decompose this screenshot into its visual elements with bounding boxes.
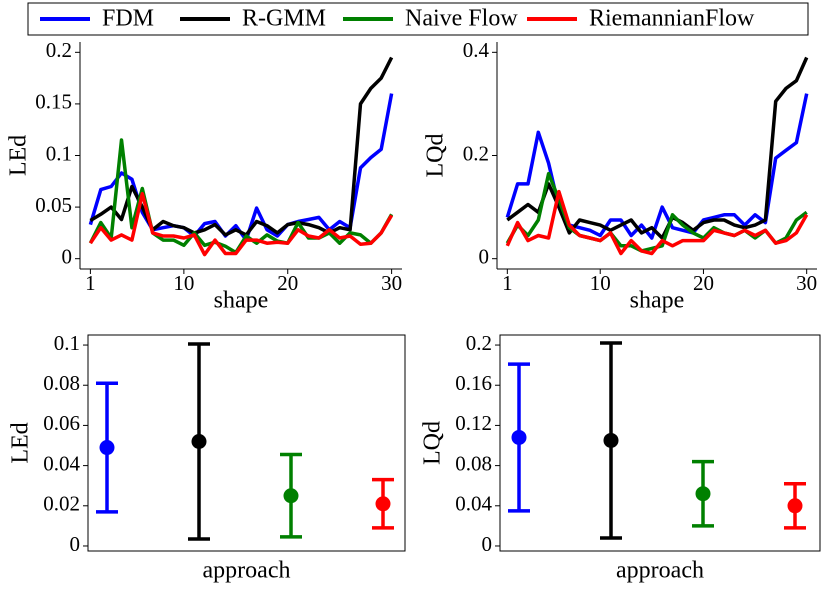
x-axis-label: approach xyxy=(616,558,704,584)
y-tick-label: 0.08 xyxy=(43,371,80,395)
y-axis-label: LEd xyxy=(8,422,34,463)
y-tick-label: 0.1 xyxy=(54,331,80,355)
mean-point xyxy=(283,488,299,504)
y-axis-label: LEd xyxy=(6,135,32,176)
y-tick-label: 0.2 xyxy=(46,38,72,62)
series-line xyxy=(505,189,809,256)
plot-frame xyxy=(499,334,821,552)
y-tick-label: 0.16 xyxy=(455,371,492,395)
mean-point xyxy=(787,498,803,514)
mean-point xyxy=(511,429,527,445)
x-axis-label: shape xyxy=(630,288,685,314)
legend-box xyxy=(27,2,809,36)
x-tick-label: 30 xyxy=(381,271,402,295)
y-tick-label: 0.04 xyxy=(43,451,80,475)
mean-point xyxy=(99,440,115,456)
y-tick-label: 0 xyxy=(70,532,81,556)
x-tick-label: 10 xyxy=(590,271,611,295)
series-line xyxy=(88,191,394,257)
y-tick-label: 0.08 xyxy=(455,451,492,475)
series-line xyxy=(506,56,809,240)
y-tick-label: 0 xyxy=(482,532,493,556)
legend-label: RiemannianFlow xyxy=(589,6,755,32)
x-axis-label: shape xyxy=(214,288,269,314)
y-tick-label: 0.02 xyxy=(43,492,80,516)
legend-label: FDM xyxy=(102,6,154,32)
x-axis-label: approach xyxy=(203,558,291,584)
y-axis-label: LQd xyxy=(423,134,449,178)
x-tick-label: 20 xyxy=(693,271,714,295)
x-tick-label: 1 xyxy=(502,271,513,295)
y-tick-label: 0.1 xyxy=(46,141,72,165)
x-tick-label: 30 xyxy=(796,271,817,295)
series-line xyxy=(505,171,808,253)
y-axis-label: LQd xyxy=(420,421,446,465)
y-tick-label: 0.2 xyxy=(463,141,489,165)
y-tick-label: 0.06 xyxy=(43,411,80,435)
mean-point xyxy=(603,432,619,448)
mean-point xyxy=(191,433,207,449)
y-tick-label: 0.2 xyxy=(466,331,492,355)
y-tick-label: 0.05 xyxy=(35,193,72,217)
mean-point xyxy=(375,496,391,512)
x-tick-label: 10 xyxy=(173,271,194,295)
x-tick-label: 20 xyxy=(277,271,298,295)
y-tick-label: 0.15 xyxy=(35,90,72,114)
y-tick-label: 0 xyxy=(62,244,73,268)
y-tick-label: 0 xyxy=(479,244,490,268)
y-tick-label: 0.12 xyxy=(455,411,492,435)
y-tick-label: 0.4 xyxy=(463,38,490,62)
mean-point xyxy=(695,486,711,502)
x-tick-label: 1 xyxy=(85,271,96,295)
y-tick-label: 0.04 xyxy=(455,492,492,516)
legend-label: R-GMM xyxy=(242,6,326,32)
legend-label: Naive Flow xyxy=(405,6,518,32)
plot-frame xyxy=(87,334,406,552)
